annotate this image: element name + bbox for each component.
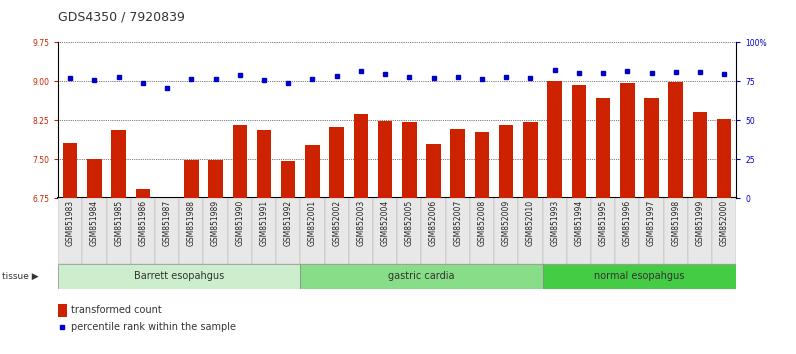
Bar bbox=[252, 198, 276, 264]
Bar bbox=[615, 198, 639, 264]
Bar bbox=[427, 144, 441, 198]
Bar bbox=[373, 198, 397, 264]
Bar bbox=[693, 112, 707, 198]
Bar bbox=[397, 198, 421, 264]
Bar bbox=[58, 264, 300, 289]
Text: GSM851994: GSM851994 bbox=[575, 200, 583, 246]
Bar bbox=[111, 130, 126, 198]
Bar bbox=[228, 198, 252, 264]
Text: tissue ▶: tissue ▶ bbox=[2, 272, 38, 281]
Bar bbox=[325, 198, 349, 264]
Bar bbox=[155, 198, 179, 264]
Text: GSM851986: GSM851986 bbox=[139, 200, 147, 246]
Bar bbox=[543, 198, 567, 264]
Text: GSM852003: GSM852003 bbox=[357, 200, 365, 246]
Bar bbox=[664, 198, 688, 264]
Text: GSM851999: GSM851999 bbox=[696, 200, 704, 246]
Text: transformed count: transformed count bbox=[71, 306, 162, 315]
Text: normal esopahgus: normal esopahgus bbox=[595, 272, 685, 281]
Bar bbox=[639, 198, 664, 264]
Bar bbox=[232, 125, 247, 198]
Text: GSM851989: GSM851989 bbox=[211, 200, 220, 246]
Bar bbox=[135, 189, 150, 198]
Bar bbox=[276, 198, 300, 264]
Text: percentile rank within the sample: percentile rank within the sample bbox=[71, 322, 236, 332]
Text: GSM851991: GSM851991 bbox=[259, 200, 268, 246]
Text: GSM851995: GSM851995 bbox=[599, 200, 607, 246]
Bar bbox=[330, 127, 344, 198]
Bar bbox=[543, 264, 736, 289]
Bar bbox=[378, 121, 392, 198]
Bar bbox=[204, 198, 228, 264]
Bar bbox=[474, 132, 490, 198]
Text: GSM851983: GSM851983 bbox=[66, 200, 75, 246]
Bar bbox=[567, 198, 591, 264]
Text: GSM851993: GSM851993 bbox=[550, 200, 559, 246]
Bar bbox=[518, 198, 543, 264]
Text: GSM852006: GSM852006 bbox=[429, 200, 438, 246]
Text: GSM852004: GSM852004 bbox=[380, 200, 389, 246]
Bar bbox=[281, 161, 295, 198]
Text: GSM852009: GSM852009 bbox=[501, 200, 511, 246]
Bar bbox=[209, 160, 223, 198]
Bar bbox=[184, 160, 198, 198]
Bar bbox=[620, 83, 634, 198]
Bar bbox=[63, 143, 77, 198]
Bar bbox=[644, 98, 659, 198]
Bar bbox=[107, 198, 131, 264]
Bar bbox=[688, 198, 712, 264]
Bar bbox=[494, 198, 518, 264]
Bar bbox=[179, 198, 204, 264]
Text: gastric cardia: gastric cardia bbox=[388, 272, 455, 281]
Text: GSM851998: GSM851998 bbox=[671, 200, 681, 246]
Bar bbox=[591, 198, 615, 264]
Text: GSM852005: GSM852005 bbox=[405, 200, 414, 246]
Bar bbox=[470, 198, 494, 264]
Text: GSM852008: GSM852008 bbox=[478, 200, 486, 246]
Bar bbox=[300, 198, 325, 264]
Bar bbox=[596, 98, 611, 198]
Text: Barrett esopahgus: Barrett esopahgus bbox=[134, 272, 224, 281]
Text: GSM851990: GSM851990 bbox=[236, 200, 244, 246]
Text: GSM851985: GSM851985 bbox=[114, 200, 123, 246]
Bar bbox=[523, 122, 537, 198]
Bar bbox=[572, 85, 586, 198]
Bar bbox=[402, 122, 416, 198]
Bar bbox=[349, 198, 373, 264]
Text: GSM851997: GSM851997 bbox=[647, 200, 656, 246]
Bar bbox=[300, 264, 543, 289]
Bar bbox=[160, 198, 174, 205]
Bar bbox=[58, 198, 82, 264]
Text: GSM851984: GSM851984 bbox=[90, 200, 99, 246]
Bar bbox=[353, 114, 368, 198]
Text: GSM852007: GSM852007 bbox=[453, 200, 462, 246]
Bar bbox=[446, 198, 470, 264]
Bar bbox=[669, 82, 683, 198]
Bar bbox=[717, 119, 732, 198]
Bar bbox=[712, 198, 736, 264]
Text: GSM851987: GSM851987 bbox=[162, 200, 172, 246]
Text: GSM852000: GSM852000 bbox=[720, 200, 728, 246]
Text: GDS4350 / 7920839: GDS4350 / 7920839 bbox=[58, 11, 185, 24]
Bar bbox=[548, 81, 562, 198]
Text: GSM851992: GSM851992 bbox=[283, 200, 293, 246]
Bar bbox=[499, 125, 513, 198]
Bar bbox=[58, 304, 67, 317]
Text: GSM851996: GSM851996 bbox=[622, 200, 632, 246]
Bar bbox=[82, 198, 107, 264]
Bar bbox=[131, 198, 155, 264]
Bar bbox=[421, 198, 446, 264]
Text: GSM851988: GSM851988 bbox=[187, 200, 196, 246]
Bar bbox=[257, 130, 271, 198]
Bar bbox=[451, 129, 465, 198]
Text: GSM852010: GSM852010 bbox=[526, 200, 535, 246]
Bar bbox=[88, 159, 102, 198]
Bar bbox=[305, 145, 320, 198]
Text: GSM852002: GSM852002 bbox=[332, 200, 341, 246]
Text: GSM852001: GSM852001 bbox=[308, 200, 317, 246]
